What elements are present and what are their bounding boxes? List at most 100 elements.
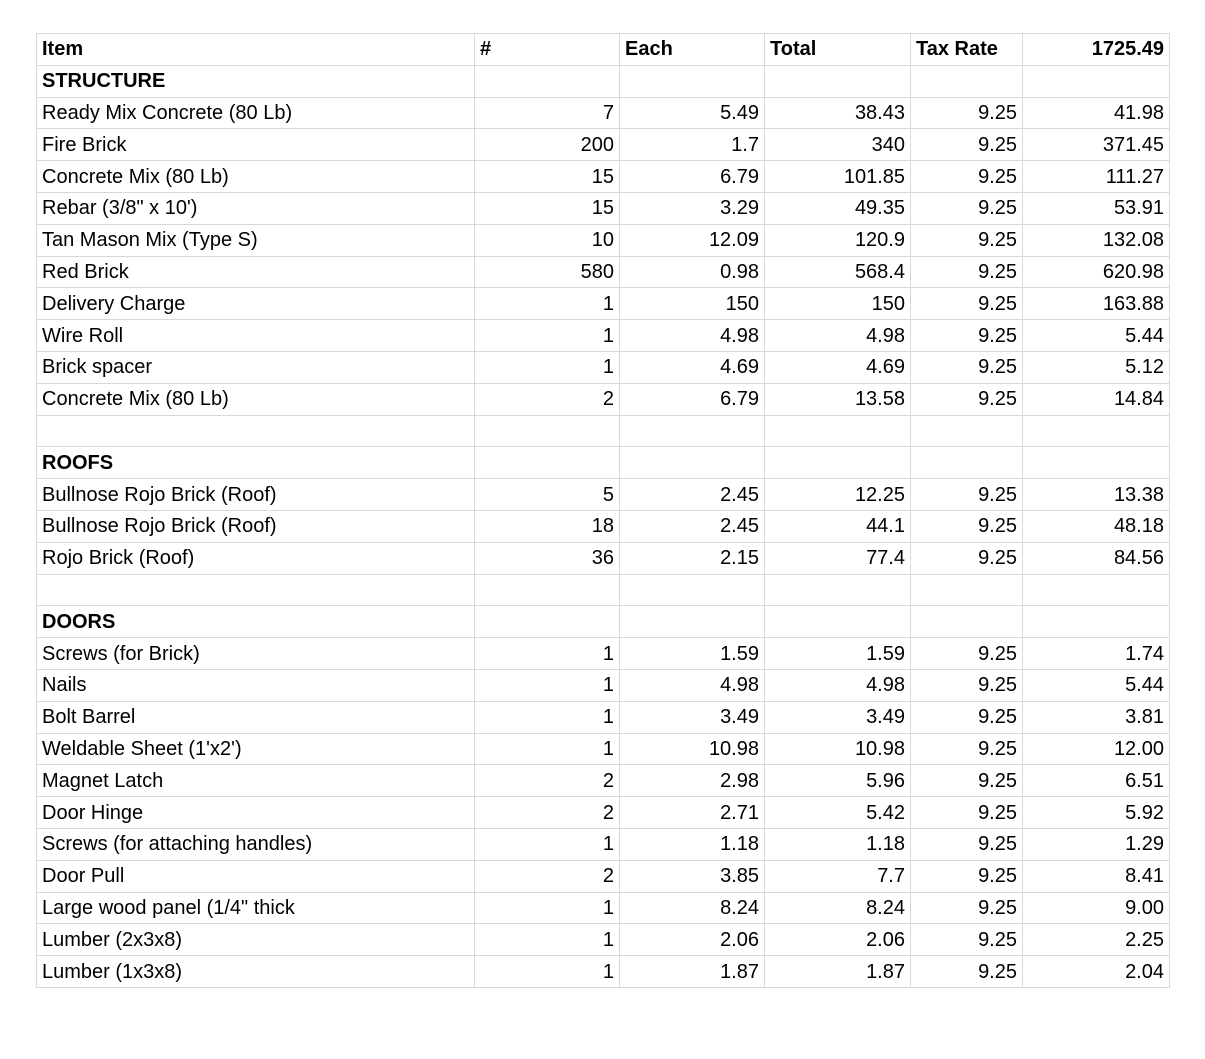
cell-item[interactable]: ROOFS: [36, 446, 475, 480]
cell-each[interactable]: [619, 64, 765, 98]
cell-item[interactable]: Lumber (2x3x8): [36, 923, 475, 957]
cell-item[interactable]: Screws (for attaching handles): [36, 827, 475, 861]
cell-each[interactable]: 6.79: [619, 160, 765, 193]
cell-amount[interactable]: 41.98: [1022, 96, 1170, 130]
cell-amount[interactable]: 1.74: [1022, 637, 1170, 670]
cell-qty[interactable]: [474, 414, 620, 448]
cell-each[interactable]: 8.24: [619, 891, 765, 925]
cell-tax-rate[interactable]: [910, 446, 1023, 480]
cell-amount[interactable]: 5.44: [1022, 319, 1170, 352]
cell-total[interactable]: 13.58: [764, 382, 911, 416]
cell-total[interactable]: 5.96: [764, 764, 911, 798]
cell-total[interactable]: [764, 605, 911, 639]
cell-qty[interactable]: 10: [474, 223, 620, 257]
cell-amount[interactable]: 620.98: [1022, 255, 1170, 289]
cell-tax-rate[interactable]: 9.25: [910, 382, 1023, 416]
cell-qty[interactable]: [474, 446, 620, 480]
cell-tax-rate[interactable]: 9.25: [910, 223, 1023, 257]
cell-amount[interactable]: 5.44: [1022, 668, 1170, 702]
cell-tax-rate[interactable]: [910, 605, 1023, 639]
cell-tax-rate[interactable]: 9.25: [910, 668, 1023, 702]
cell-tax-rate[interactable]: 9.25: [910, 637, 1023, 670]
cell-item[interactable]: Door Hinge: [36, 796, 475, 829]
cell-each[interactable]: 4.98: [619, 319, 765, 352]
cell-amount[interactable]: [1022, 414, 1170, 448]
cell-total[interactable]: 120.9: [764, 223, 911, 257]
cell-total[interactable]: 1.18: [764, 827, 911, 861]
cell-tax-rate[interactable]: 9.25: [910, 700, 1023, 734]
cell-tax-rate[interactable]: [910, 573, 1023, 607]
cell-qty[interactable]: 1: [474, 319, 620, 352]
cell-item[interactable]: Bolt Barrel: [36, 700, 475, 734]
cell-total[interactable]: 1.87: [764, 955, 911, 988]
cell-total[interactable]: [764, 446, 911, 480]
header-each[interactable]: Each: [619, 33, 765, 66]
cell-amount[interactable]: 48.18: [1022, 509, 1170, 543]
cell-qty[interactable]: 1: [474, 955, 620, 988]
cell-qty[interactable]: 2: [474, 382, 620, 416]
cell-qty[interactable]: 5: [474, 478, 620, 511]
cell-amount[interactable]: 371.45: [1022, 128, 1170, 162]
cell-amount[interactable]: 3.81: [1022, 700, 1170, 734]
cell-total[interactable]: 4.69: [764, 350, 911, 384]
cell-qty[interactable]: 18: [474, 509, 620, 543]
cell-item[interactable]: Concrete Mix (80 Lb): [36, 160, 475, 193]
cell-qty[interactable]: 1: [474, 668, 620, 702]
cell-each[interactable]: 6.79: [619, 382, 765, 416]
cell-each[interactable]: [619, 446, 765, 480]
cell-tax-rate[interactable]: 9.25: [910, 160, 1023, 193]
cell-total[interactable]: 3.49: [764, 700, 911, 734]
cell-each[interactable]: [619, 414, 765, 448]
cell-total[interactable]: 10.98: [764, 732, 911, 766]
cell-total[interactable]: 12.25: [764, 478, 911, 511]
cell-total[interactable]: 1.59: [764, 637, 911, 670]
cell-item[interactable]: Nails: [36, 668, 475, 702]
cell-item[interactable]: Door Pull: [36, 859, 475, 893]
cell-item[interactable]: Brick spacer: [36, 350, 475, 384]
cell-each[interactable]: 0.98: [619, 255, 765, 289]
cell-amount[interactable]: 9.00: [1022, 891, 1170, 925]
cell-tax-rate[interactable]: 9.25: [910, 859, 1023, 893]
cell-qty[interactable]: 2: [474, 764, 620, 798]
cell-total[interactable]: [764, 64, 911, 98]
cell-tax-rate[interactable]: 9.25: [910, 827, 1023, 861]
cell-qty[interactable]: [474, 605, 620, 639]
cell-total[interactable]: 8.24: [764, 891, 911, 925]
cell-qty[interactable]: 36: [474, 541, 620, 575]
cell-each[interactable]: 5.49: [619, 96, 765, 130]
cell-tax-rate[interactable]: [910, 64, 1023, 98]
cell-total[interactable]: 150: [764, 287, 911, 321]
cell-qty[interactable]: 1: [474, 637, 620, 670]
cell-item[interactable]: Weldable Sheet (1'x2'): [36, 732, 475, 766]
cell-item[interactable]: Tan Mason Mix (Type S): [36, 223, 475, 257]
cell-qty[interactable]: 2: [474, 796, 620, 829]
cell-tax-rate[interactable]: 9.25: [910, 191, 1023, 225]
cell-tax-rate[interactable]: 9.25: [910, 955, 1023, 988]
cell-total[interactable]: 5.42: [764, 796, 911, 829]
cell-each[interactable]: 2.45: [619, 509, 765, 543]
cell-amount[interactable]: 2.25: [1022, 923, 1170, 957]
cell-amount[interactable]: [1022, 573, 1170, 607]
cell-qty[interactable]: 2: [474, 859, 620, 893]
cell-item[interactable]: Bullnose Rojo Brick (Roof): [36, 478, 475, 511]
cell-qty[interactable]: 1: [474, 827, 620, 861]
cell-amount[interactable]: [1022, 446, 1170, 480]
cell-total[interactable]: 2.06: [764, 923, 911, 957]
cell-each[interactable]: 2.98: [619, 764, 765, 798]
cell-amount[interactable]: 1.29: [1022, 827, 1170, 861]
cell-amount[interactable]: 53.91: [1022, 191, 1170, 225]
cell-amount[interactable]: [1022, 605, 1170, 639]
cell-each[interactable]: 2.71: [619, 796, 765, 829]
cell-qty[interactable]: 1: [474, 700, 620, 734]
cell-each[interactable]: 2.45: [619, 478, 765, 511]
cell-total[interactable]: 4.98: [764, 319, 911, 352]
cell-each[interactable]: 2.06: [619, 923, 765, 957]
cell-qty[interactable]: 1: [474, 891, 620, 925]
cell-item[interactable]: Large wood panel (1/4" thick: [36, 891, 475, 925]
cell-total[interactable]: 4.98: [764, 668, 911, 702]
cell-tax-rate[interactable]: 9.25: [910, 96, 1023, 130]
cell-each[interactable]: 4.98: [619, 668, 765, 702]
cell-item[interactable]: Lumber (1x3x8): [36, 955, 475, 988]
header-qty[interactable]: #: [474, 33, 620, 66]
cell-item[interactable]: Bullnose Rojo Brick (Roof): [36, 509, 475, 543]
